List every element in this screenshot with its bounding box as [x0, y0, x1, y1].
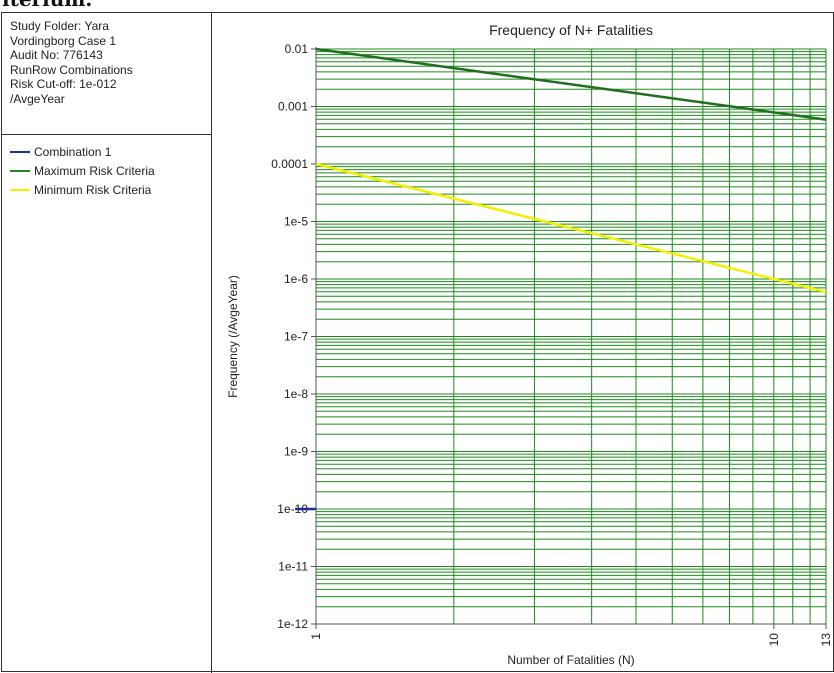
legend-swatch [10, 151, 30, 153]
y-tick-label: 1e-9 [284, 445, 308, 459]
info-line-units: /AvgeYear [10, 91, 65, 106]
info-line-runrow: RunRow Combinations [10, 62, 133, 77]
legend-label: Combination 1 [34, 145, 112, 159]
y-tick-label: 1e-5 [284, 215, 308, 229]
info-line-audit: Audit No: 776143 [10, 48, 103, 62]
y-tick-label: 1e-11 [278, 560, 308, 574]
y-tick-label: 1e-7 [284, 330, 308, 344]
info-line-cutoff: Risk Cut-off: 1e-012 [10, 77, 117, 91]
legend-item-combination-1[interactable]: Combination 1 [2, 143, 211, 162]
page-banner: iterium. [0, 0, 834, 11]
chart-title: Frequency of N+ Fatalities [489, 22, 653, 38]
x-tick-label: 10 [767, 633, 781, 647]
chart-area: Frequency of N+ Fatalities 0.01 0.001 0.000… [212, 13, 833, 671]
y-axis-title: Frequency (/AvgeYear) [226, 275, 240, 398]
y-tick-label: 1e-6 [284, 272, 308, 286]
legend-label: Maximum Risk Criteria [34, 164, 155, 178]
legend-swatch [10, 189, 30, 191]
y-tick-label: 1e-10 [277, 502, 308, 516]
series-line-2 [315, 162, 827, 294]
legend-label: Minimum Risk Criteria [34, 183, 152, 197]
info-line-case: Vordingborg Case 1 [10, 33, 117, 48]
legend-swatch [10, 170, 30, 172]
y-tick-label: 0.001 [278, 100, 308, 114]
y-tick-label: 1e-8 [284, 387, 308, 401]
series-line-1 [315, 47, 827, 121]
left-panel: Study Folder: Yara Vordingborg Case 1 Au… [2, 13, 212, 673]
x-tick-label: 13 [819, 633, 833, 647]
chart-legend: Combination 1 Maximum Risk Criteria Mini… [2, 143, 211, 200]
study-info-box: Study Folder: Yara Vordingborg Case 1 Au… [2, 13, 211, 135]
y-tick-label: 0.01 [285, 42, 309, 56]
y-tick-label: 1e-12 [277, 617, 308, 631]
fn-curve-chart: Frequency of N+ Fatalities 0.01 0.001 0.000… [226, 22, 833, 667]
chart-window: Study Folder: Yara Vordingborg Case 1 Au… [1, 12, 834, 673]
x-tick-label: 1 [309, 633, 323, 640]
info-line-study-folder: Study Folder: Yara [10, 19, 109, 33]
legend-item-maximum-risk[interactable]: Maximum Risk Criteria [2, 162, 211, 181]
x-axis-title: Number of Fatalities (N) [507, 653, 634, 667]
legend-item-minimum-risk[interactable]: Minimum Risk Criteria [2, 181, 211, 200]
y-tick-label: 0.0001 [271, 157, 308, 171]
